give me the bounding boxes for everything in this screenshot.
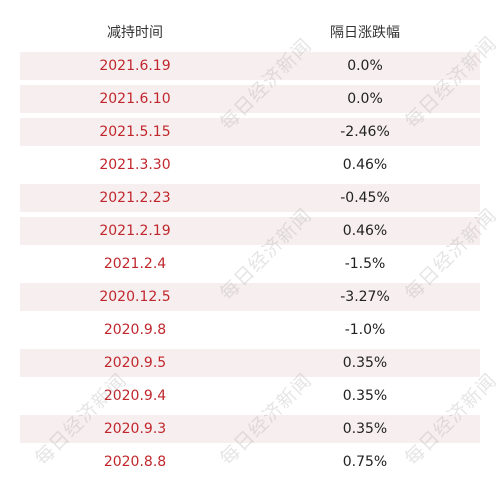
change-cell: 0.75% [342,454,388,470]
table-row: 2020.9.4 0.35% [20,382,480,410]
date-cell: 2020.9.3 [103,421,167,437]
table-row: 2020.12.5 -3.27% [20,283,480,311]
date-cell: 2021.6.10 [99,91,171,107]
date-cell: 2020.12.5 [99,289,171,305]
date-cell: 2021.2.4 [103,256,167,272]
date-cell: 2020.8.8 [103,454,167,470]
table-row: 2021.2.19 0.46% [20,217,480,245]
date-cell: 2020.9.5 [103,355,167,371]
date-cell: 2020.9.8 [103,322,167,338]
table-row: 2021.2.4 -1.5% [20,250,480,278]
change-cell: 0.35% [342,388,388,404]
date-cell: 2021.6.19 [99,58,171,74]
table-row: 2021.6.10 0.0% [20,85,480,113]
table-row: 2020.8.8 0.75% [20,448,480,476]
change-cell: -1.0% [344,322,386,338]
change-cell: 0.46% [342,223,388,239]
header-change: 隔日涨跌幅 [330,25,400,41]
date-cell: 2021.5.15 [99,124,171,140]
date-cell: 2021.3.30 [99,157,171,173]
change-cell: 0.0% [347,58,383,74]
change-cell: 0.35% [342,421,388,437]
table-row: 2021.2.23 -0.45% [20,184,480,212]
date-cell: 2021.2.23 [99,190,171,206]
change-cell: -3.27% [340,289,390,305]
table-row: 2021.3.30 0.46% [20,151,480,179]
change-cell: -1.5% [344,256,386,272]
header-date: 减持时间 [107,25,163,41]
change-cell: 0.35% [342,355,388,371]
change-cell: -0.45% [340,190,390,206]
change-cell: -2.46% [340,124,390,140]
table-row: 2020.9.5 0.35% [20,349,480,377]
table-row: 2021.6.19 0.0% [20,52,480,80]
date-cell: 2021.2.19 [99,223,171,239]
table-row: 2021.5.15 -2.46% [20,118,480,146]
change-cell: 0.46% [342,157,388,173]
date-cell: 2020.9.4 [103,388,167,404]
change-cell: 0.0% [347,91,383,107]
table-row: 2020.9.3 0.35% [20,415,480,443]
table-header: 减持时间 隔日涨跌幅 [20,19,480,47]
table-row: 2020.9.8 -1.0% [20,316,480,344]
